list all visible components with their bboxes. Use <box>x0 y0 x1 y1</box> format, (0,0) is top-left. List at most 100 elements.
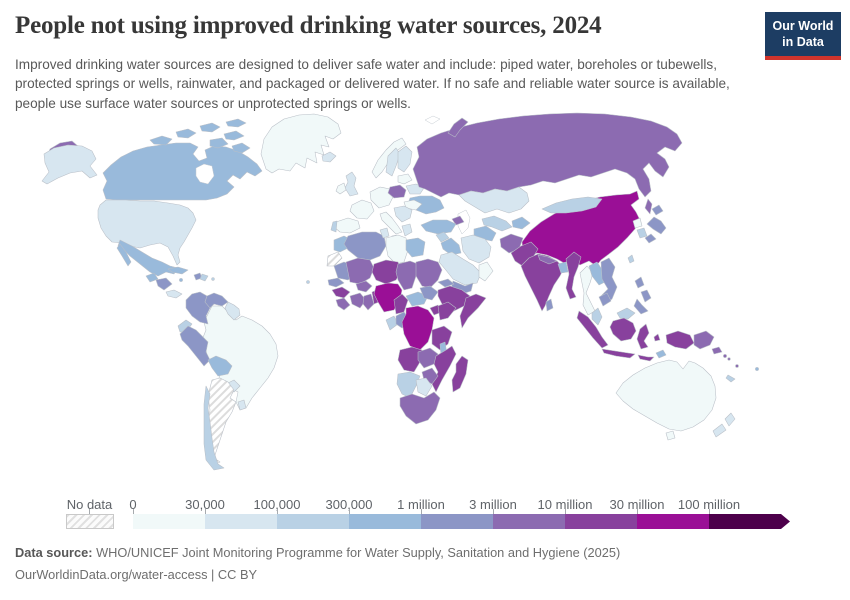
owid-logo[interactable]: Our World in Data <box>765 12 841 60</box>
country-cape-verde[interactable] <box>306 280 310 284</box>
country-central-europe[interactable] <box>369 186 394 209</box>
country-sierra-leone-liberia[interactable] <box>335 297 351 311</box>
legend-bin[interactable] <box>565 514 637 529</box>
country-kyrgyzstan-tajikistan[interactable] <box>511 216 531 230</box>
country-madagascar[interactable] <box>451 355 469 393</box>
country-timor-leste[interactable] <box>655 349 667 359</box>
country-canada-arctic[interactable] <box>175 128 197 139</box>
country-canada-arctic[interactable] <box>225 118 247 128</box>
legend-no-data-swatch[interactable] <box>66 514 114 529</box>
country-indonesia-lesser-sunda[interactable] <box>637 354 655 362</box>
country-botswana[interactable] <box>415 377 433 397</box>
country-canada-arctic[interactable] <box>223 130 245 141</box>
country-mozambique[interactable] <box>431 345 457 393</box>
country-solomon-islands[interactable] <box>727 357 731 361</box>
country-mali[interactable] <box>345 257 375 285</box>
country-cameroon[interactable] <box>393 293 409 315</box>
country-russia-novaya-zemlya[interactable] <box>447 117 469 138</box>
country-baltics[interactable] <box>397 173 413 185</box>
country-japan[interactable] <box>646 216 667 235</box>
country-oman[interactable] <box>478 261 494 282</box>
country-central-african-republic[interactable] <box>405 291 429 307</box>
country-niger[interactable] <box>371 259 403 285</box>
country-algeria[interactable] <box>343 231 387 261</box>
country-fiji[interactable] <box>755 367 759 371</box>
country-iceland[interactable] <box>321 151 337 163</box>
country-canada-arctic[interactable] <box>231 142 251 154</box>
country-ghana[interactable] <box>362 293 375 311</box>
country-finland[interactable] <box>397 145 413 173</box>
country-new-zealand[interactable] <box>724 412 736 427</box>
country-pakistan[interactable] <box>510 241 539 268</box>
legend-bin[interactable] <box>421 514 493 529</box>
country-png-new-britain[interactable] <box>711 346 723 355</box>
country-canada-arctic[interactable] <box>209 137 229 149</box>
country-jamaica[interactable] <box>179 278 183 282</box>
legend-bin[interactable] <box>133 514 205 529</box>
country-new-caledonia[interactable] <box>725 374 736 383</box>
country-honduras-nicaragua[interactable] <box>155 277 173 291</box>
country-australia[interactable] <box>615 359 717 432</box>
country-usa-alaska[interactable] <box>41 144 98 185</box>
legend-bin[interactable] <box>205 514 277 529</box>
country-myanmar[interactable] <box>565 251 582 300</box>
country-philippines[interactable] <box>634 276 645 289</box>
country-solomon-islands[interactable] <box>723 354 727 358</box>
country-philippines[interactable] <box>633 298 649 315</box>
country-sri-lanka[interactable] <box>545 298 554 312</box>
country-puerto-rico[interactable] <box>211 277 215 281</box>
country-japan[interactable] <box>644 233 657 244</box>
country-canada-arctic[interactable] <box>149 135 173 146</box>
country-colombia[interactable] <box>185 291 211 325</box>
country-russia-sakhalin[interactable] <box>644 198 653 215</box>
country-canada-arctic[interactable] <box>199 122 221 133</box>
country-nepal[interactable] <box>537 254 558 265</box>
country-guatemala[interactable] <box>145 272 159 283</box>
country-sudan[interactable] <box>415 258 443 289</box>
country-namibia[interactable] <box>396 371 421 399</box>
country-guyanas[interactable] <box>224 301 241 321</box>
legend-bin[interactable] <box>637 514 709 529</box>
country-mexico-baja[interactable] <box>116 243 132 267</box>
country-australia-tasmania[interactable] <box>665 430 676 441</box>
country-taiwan[interactable] <box>627 254 635 264</box>
country-mongolia[interactable] <box>541 196 603 214</box>
country-poland[interactable] <box>387 184 407 199</box>
legend-bin[interactable] <box>709 514 790 529</box>
country-drc[interactable] <box>401 305 435 351</box>
country-chad[interactable] <box>395 260 419 291</box>
country-indonesia-borneo[interactable] <box>609 317 637 342</box>
country-syria[interactable] <box>435 231 450 243</box>
country-north-korea[interactable] <box>632 217 643 229</box>
country-sweden[interactable] <box>385 147 401 177</box>
country-south-korea[interactable] <box>636 227 648 239</box>
country-dominican-republic[interactable] <box>199 273 209 282</box>
country-papua-new-guinea[interactable] <box>693 330 715 350</box>
country-malaysia-borneo[interactable] <box>616 307 636 320</box>
country-peru[interactable] <box>179 325 211 367</box>
country-new-zealand[interactable] <box>712 423 727 438</box>
country-malaysia[interactable] <box>591 307 603 326</box>
country-guinea[interactable] <box>331 286 351 299</box>
country-angola[interactable] <box>397 346 423 373</box>
country-vanuatu[interactable] <box>735 364 739 368</box>
country-bolivia[interactable] <box>207 355 233 377</box>
country-usa[interactable] <box>97 199 197 266</box>
country-somalia[interactable] <box>459 293 487 329</box>
country-libya[interactable] <box>385 234 409 265</box>
country-egypt[interactable] <box>405 237 426 258</box>
country-saudi-arabia[interactable] <box>438 251 482 286</box>
country-spain[interactable] <box>333 217 361 234</box>
country-balkans[interactable] <box>393 205 413 223</box>
country-iran[interactable] <box>460 234 492 264</box>
country-indonesia-java[interactable] <box>601 348 636 359</box>
country-azerbaijan[interactable] <box>451 215 465 226</box>
country-cambodia[interactable] <box>598 292 612 307</box>
country-burkina-faso[interactable] <box>355 280 373 293</box>
country-india[interactable] <box>520 253 565 312</box>
country-south-sudan[interactable] <box>419 285 439 301</box>
country-kazakhstan[interactable] <box>458 186 530 214</box>
country-iraq[interactable] <box>440 237 462 256</box>
country-greece[interactable] <box>401 223 413 237</box>
country-japan[interactable] <box>651 204 664 216</box>
